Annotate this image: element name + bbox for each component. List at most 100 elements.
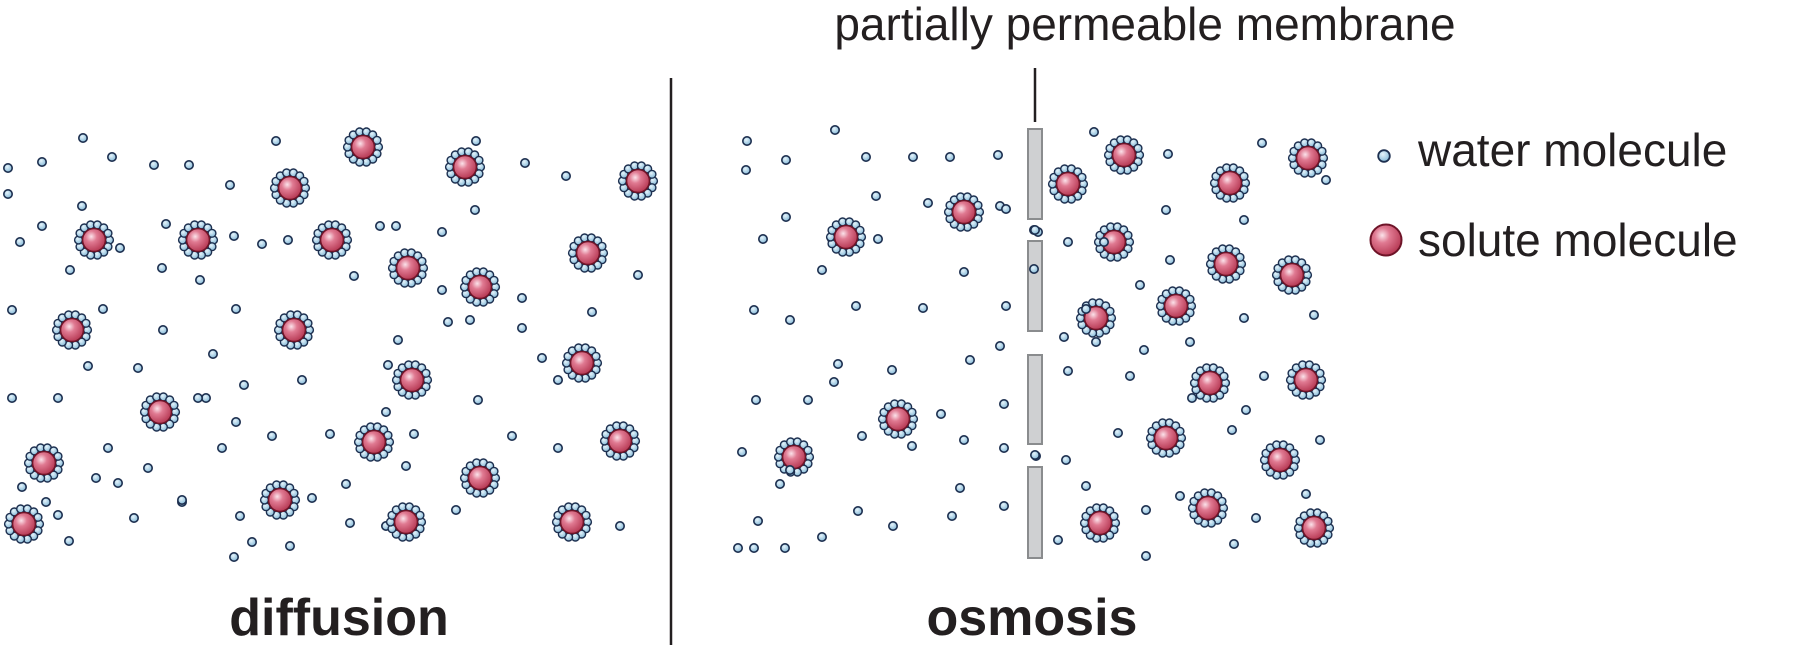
water-molecule [113, 477, 124, 488]
legend-water-icon [1377, 149, 1391, 163]
solute-molecule [387, 248, 429, 288]
water-molecule [516, 292, 527, 303]
water-molecule [208, 348, 219, 359]
water-molecule [780, 212, 791, 223]
solute-core [350, 134, 376, 160]
water-molecule [552, 442, 563, 453]
solute-core [1055, 171, 1081, 197]
water-molecule [741, 136, 752, 147]
solute-core [607, 428, 633, 454]
water-molecule [392, 334, 403, 345]
solute-core [147, 399, 173, 425]
solute-molecule [73, 220, 115, 260]
solute-molecule [1155, 286, 1197, 326]
water-molecule [157, 262, 168, 273]
solute-molecule [599, 421, 641, 461]
water-molecule [235, 510, 246, 521]
water-molecule [7, 304, 17, 315]
water-molecule [1301, 488, 1312, 499]
water-molecule [784, 314, 795, 325]
water-molecule [36, 221, 47, 232]
water-molecule [52, 509, 63, 520]
water-molecule [1321, 175, 1332, 186]
water-molecule [852, 505, 863, 516]
solute-core [1295, 145, 1321, 171]
water-molecule [829, 125, 840, 136]
water-molecule [1081, 303, 1092, 314]
water-molecule [98, 303, 109, 314]
water-molecule [1139, 344, 1150, 355]
water-molecule [239, 379, 250, 390]
water-molecule [7, 392, 17, 403]
solute-molecule [1205, 244, 1247, 284]
water-molecule [3, 189, 13, 200]
water-molecule [780, 155, 791, 166]
water-molecule [344, 517, 355, 528]
water-molecule [732, 542, 743, 553]
solute-molecule [1259, 440, 1301, 480]
water-molecule [1309, 309, 1320, 320]
solute-molecule [567, 233, 609, 273]
solute-molecule [23, 443, 65, 483]
water-molecule [36, 157, 47, 168]
water-molecule [958, 434, 969, 445]
water-molecule [906, 440, 917, 451]
water-molecule [380, 406, 391, 417]
water-molecule [16, 481, 27, 492]
water-molecule [1000, 204, 1011, 215]
water-molecule [954, 482, 965, 493]
water-molecule [143, 462, 154, 473]
membrane-segment [1027, 354, 1043, 445]
water-molecule [1239, 215, 1250, 226]
solute-molecule [551, 502, 593, 542]
solute-molecule [353, 422, 395, 462]
water-molecule [740, 165, 751, 176]
solute-molecule [1103, 135, 1145, 175]
water-molecule [382, 359, 393, 370]
solute-molecule [617, 161, 659, 201]
water-molecule [1175, 490, 1186, 501]
solute-core [467, 274, 493, 300]
membrane-segment [1027, 128, 1043, 220]
solute-molecule [269, 168, 311, 208]
water-molecule [964, 354, 975, 365]
water-molecule [784, 464, 795, 475]
water-molecule [1125, 370, 1136, 381]
water-molecule [436, 227, 447, 238]
water-molecule [270, 136, 281, 147]
water-molecule [922, 198, 933, 209]
water-molecule [91, 472, 102, 483]
solute-core [569, 350, 595, 376]
legend-water-label: water molecule [1417, 124, 1727, 176]
solute-molecule [1271, 255, 1313, 295]
water-molecule [1229, 538, 1240, 549]
solute-molecule [311, 220, 353, 260]
water-molecule [40, 496, 51, 507]
water-molecule [1185, 336, 1196, 347]
solute-molecule [385, 502, 427, 542]
water-molecule [998, 442, 1009, 453]
water-molecule [1259, 370, 1270, 381]
water-molecule [184, 160, 195, 171]
solute-core [1279, 262, 1305, 288]
membrane-label: partially permeable membrane [834, 0, 1455, 50]
solute-core [277, 175, 303, 201]
water-molecule [1315, 434, 1326, 445]
solute-molecule [342, 127, 384, 167]
solute-core [1111, 142, 1137, 168]
solute-molecule [1079, 503, 1121, 543]
osmosis-title: osmosis [927, 589, 1138, 645]
water-molecule [1059, 331, 1070, 342]
water-molecule [464, 314, 475, 325]
water-molecule [1099, 237, 1110, 248]
solute-core [781, 444, 807, 470]
water-molecule [229, 551, 240, 562]
solute-core [1267, 447, 1293, 473]
water-molecule [1227, 424, 1238, 435]
solute-core [1213, 251, 1239, 277]
water-molecule [586, 306, 597, 317]
water-molecule [1029, 263, 1040, 274]
legend-solute-icon [1369, 223, 1403, 257]
water-molecule [3, 163, 13, 174]
